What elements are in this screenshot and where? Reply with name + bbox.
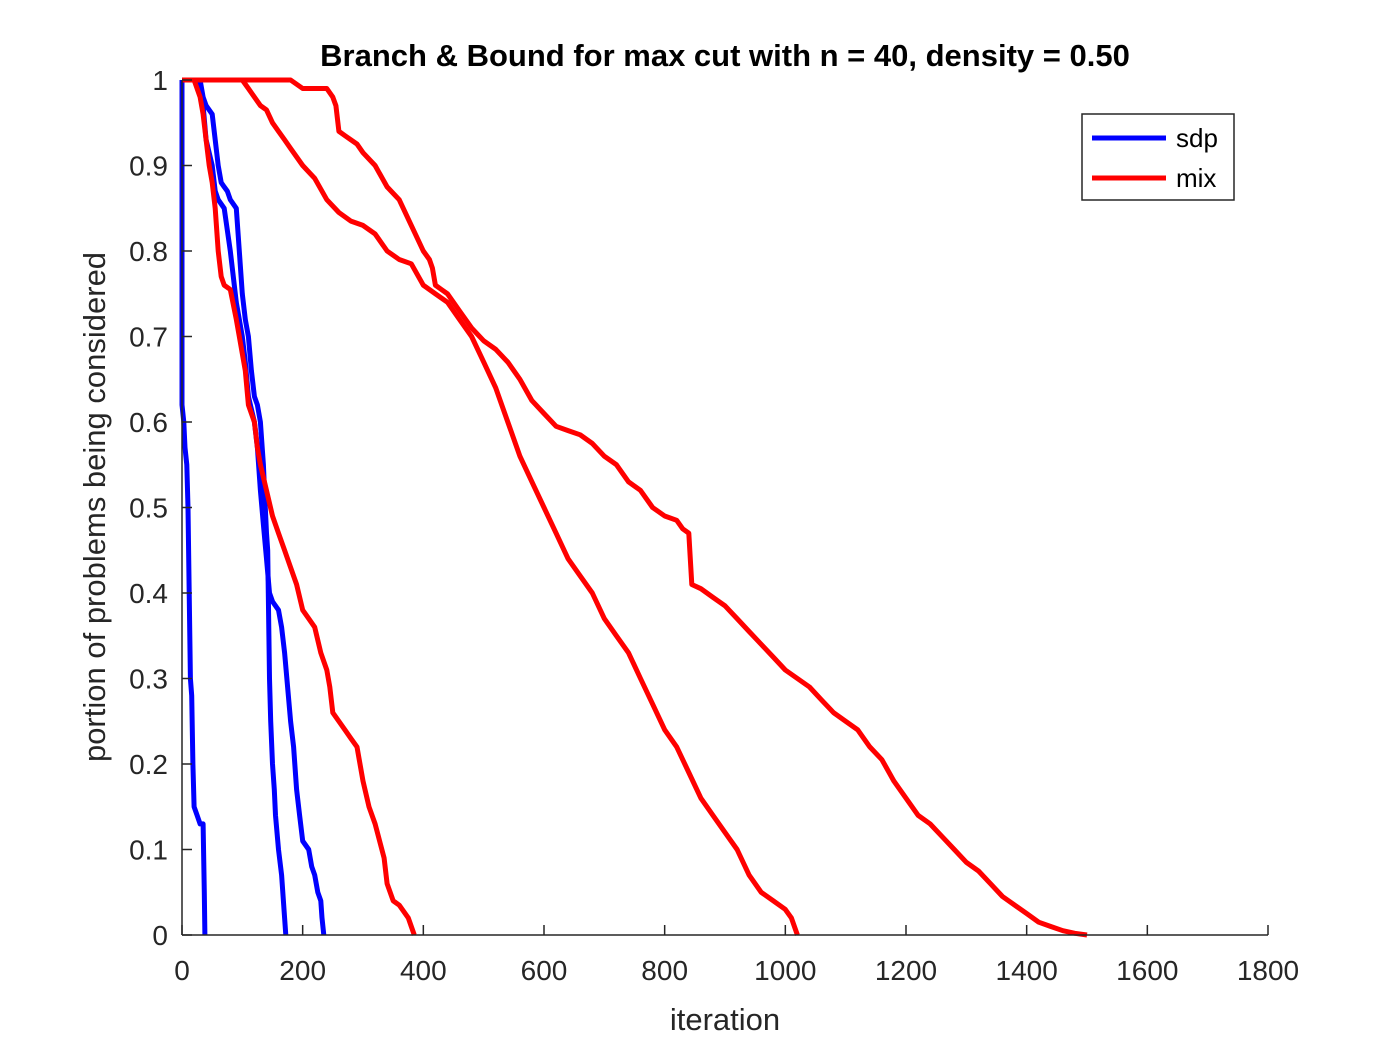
- y-tick-label: 0.6: [129, 407, 168, 438]
- legend-label-sdp: sdp: [1176, 123, 1218, 153]
- y-tick-label: 1: [152, 65, 168, 96]
- y-tick-label: 0.2: [129, 749, 168, 780]
- series-line-mix-5: [182, 77, 800, 936]
- y-tick-label: 0.3: [129, 664, 168, 695]
- y-tick-label: 0.8: [129, 236, 168, 267]
- y-tick-label: 0.7: [129, 322, 168, 353]
- series-line-sdp-2: [197, 79, 289, 936]
- y-tick-label: 0.5: [129, 493, 168, 524]
- x-tick-label: 1400: [996, 955, 1058, 986]
- series-line-sdp-3: [196, 79, 327, 936]
- legend-box: [1081, 113, 1235, 201]
- series-line-mix-6: [182, 77, 1088, 938]
- series-layer: [179, 77, 1088, 938]
- x-axis-label: iteration: [670, 1002, 780, 1037]
- y-tick-label: 0.4: [129, 578, 168, 609]
- axes-layer: 0 200 400 600 800 1000 1200 1400 1600 1800 0 0.1 0.2…: [129, 65, 1299, 986]
- series-line-mix-4: [182, 77, 417, 936]
- x-tick-label: 800: [641, 955, 688, 986]
- y-tick-label: 0.9: [129, 151, 168, 182]
- x-tick-label: 200: [279, 955, 326, 986]
- y-tick-label: 0: [152, 920, 168, 951]
- legend: sdp mix: [1081, 113, 1235, 201]
- x-tick-label: 1800: [1237, 955, 1299, 986]
- y-tick-label: 0.1: [129, 835, 168, 866]
- series-line-sdp-1: [179, 80, 208, 936]
- x-tick-label: 0: [174, 955, 190, 986]
- legend-label-mix: mix: [1176, 163, 1216, 193]
- x-tick-label: 1600: [1116, 955, 1178, 986]
- x-tick-label: 400: [400, 955, 447, 986]
- chart-title: Branch & Bound for max cut with n = 40, …: [320, 38, 1130, 73]
- x-tick-label: 1200: [875, 955, 937, 986]
- x-tick-label: 1000: [754, 955, 816, 986]
- y-axis-label: portion of problems being considered: [77, 252, 112, 762]
- x-tick-label: 600: [521, 955, 568, 986]
